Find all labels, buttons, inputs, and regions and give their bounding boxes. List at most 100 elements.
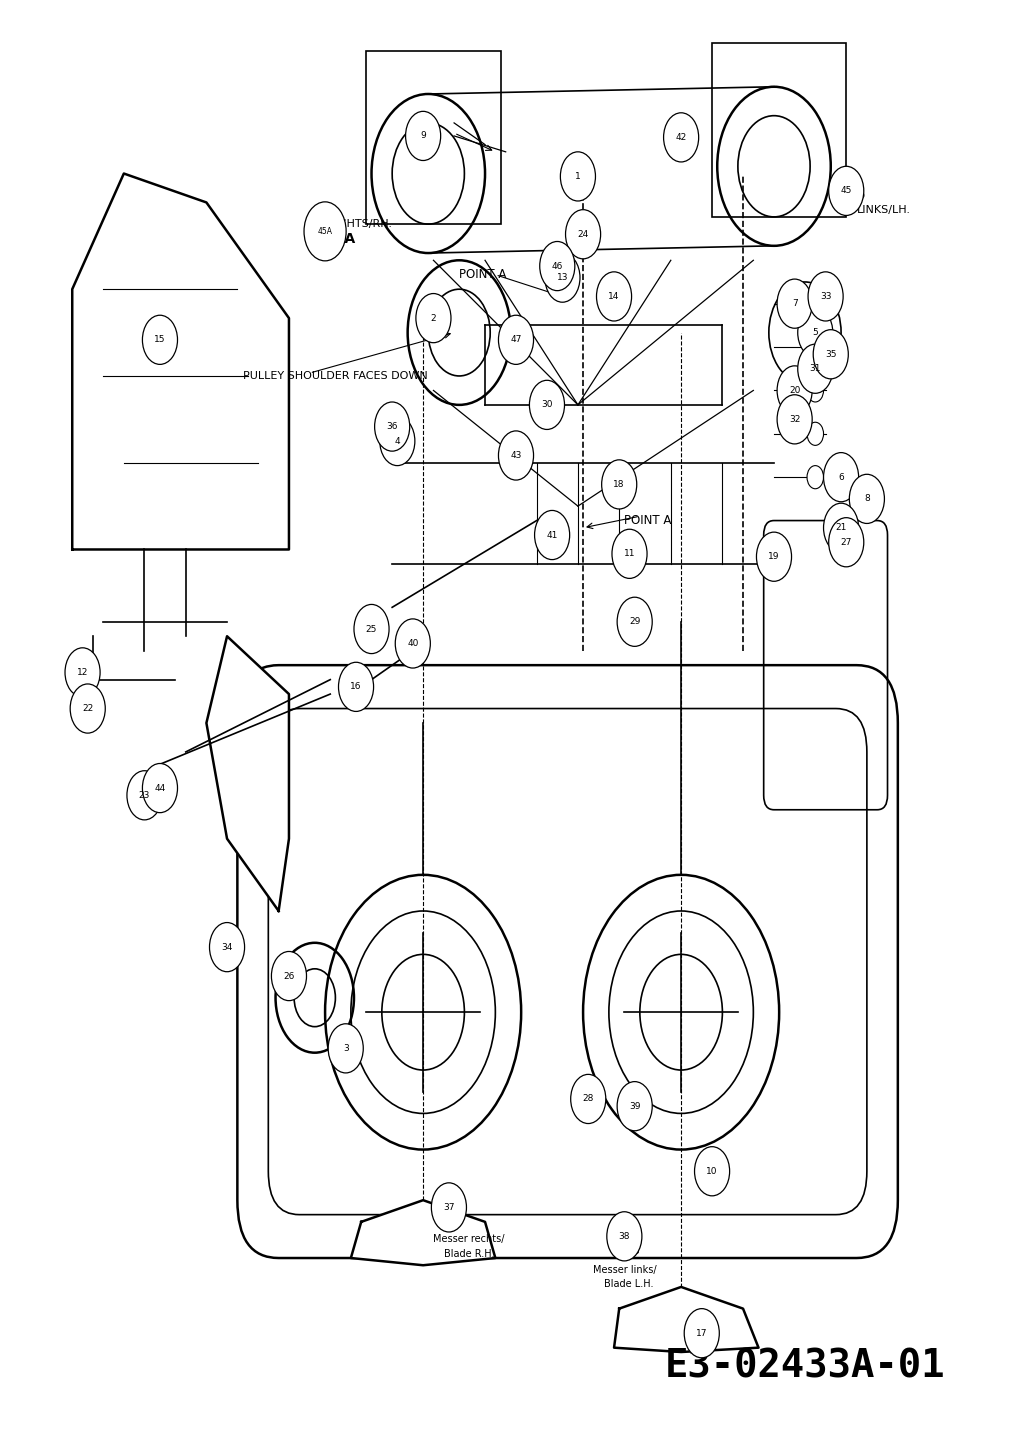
Circle shape [416,294,451,343]
Circle shape [271,951,307,1001]
Text: 37: 37 [443,1203,455,1212]
Text: 46: 46 [551,262,563,270]
Circle shape [617,1082,652,1131]
Text: 4: 4 [394,437,400,445]
Circle shape [142,315,178,364]
Circle shape [808,272,843,321]
Text: 18: 18 [613,480,625,489]
Circle shape [829,518,864,567]
Text: 40: 40 [407,639,419,648]
Text: 45: 45 [846,188,866,202]
Circle shape [209,923,245,972]
Text: 38: 38 [624,1245,640,1257]
Circle shape [695,1147,730,1196]
Circle shape [354,604,389,654]
Text: 6: 6 [838,473,844,482]
Circle shape [535,510,570,560]
Circle shape [807,466,824,489]
Text: 45A: 45A [318,227,332,236]
Text: 22: 22 [83,704,93,713]
Circle shape [431,1183,466,1232]
Circle shape [596,272,632,321]
Text: 17: 17 [696,1329,708,1338]
Text: 31: 31 [809,364,821,373]
Text: 8: 8 [864,495,870,503]
Text: 47: 47 [510,335,522,344]
Circle shape [807,379,824,402]
Text: 32: 32 [788,415,801,424]
Circle shape [602,460,637,509]
Text: 13: 13 [556,273,569,282]
Circle shape [566,210,601,259]
Text: 26: 26 [283,972,295,980]
Circle shape [70,684,105,733]
Circle shape [664,113,699,162]
Circle shape [777,395,812,444]
Circle shape [304,202,346,260]
Text: 23: 23 [138,791,151,800]
Text: 14: 14 [608,292,620,301]
Text: 25: 25 [365,625,378,633]
Text: 19: 19 [768,552,780,561]
Circle shape [777,366,812,415]
Text: Blade L.H.: Blade L.H. [604,1280,653,1288]
Circle shape [127,771,162,820]
Text: 29: 29 [628,617,641,626]
Circle shape [807,292,824,315]
Text: POINT A: POINT A [624,515,672,526]
Circle shape [617,597,652,646]
Text: 20: 20 [788,386,801,395]
Circle shape [607,1212,642,1261]
Text: 42: 42 [676,133,686,142]
Text: Blade R.H.: Blade R.H. [444,1249,494,1258]
Circle shape [375,402,410,451]
Circle shape [560,152,595,201]
Text: RECHTS/RH.: RECHTS/RH. [325,220,393,228]
Circle shape [612,529,647,578]
Polygon shape [206,636,289,911]
Circle shape [540,241,575,291]
Circle shape [807,335,824,359]
Circle shape [65,648,100,697]
Text: 37: 37 [449,1216,464,1228]
Text: 35: 35 [825,350,837,359]
Polygon shape [351,1200,495,1265]
Circle shape [328,1024,363,1073]
Text: 43: 43 [510,451,522,460]
Text: Messer links/: Messer links/ [593,1265,657,1274]
Text: POINT A: POINT A [459,269,507,281]
Text: 7: 7 [792,299,798,308]
Text: Messer rechts/: Messer rechts/ [433,1235,505,1244]
Text: 2: 2 [430,314,437,322]
Text: 12: 12 [76,668,89,677]
Circle shape [498,431,534,480]
Circle shape [142,763,178,813]
Circle shape [798,308,833,357]
Text: PULLEY SHOULDER FACES DOWN: PULLEY SHOULDER FACES DOWN [243,372,427,380]
Circle shape [545,253,580,302]
Circle shape [807,422,824,445]
Text: 9: 9 [420,132,426,140]
Text: 5: 5 [812,328,818,337]
Circle shape [824,503,859,552]
Circle shape [777,279,812,328]
Text: 11: 11 [623,549,636,558]
Text: 39: 39 [628,1102,641,1111]
Circle shape [498,315,534,364]
Text: 33: 33 [819,292,832,301]
Text: 24: 24 [578,230,588,239]
Polygon shape [614,1287,759,1352]
Text: 36: 36 [386,422,398,431]
Text: E3-02433A-01: E3-02433A-01 [665,1348,945,1385]
Text: 28: 28 [582,1095,594,1103]
Text: 27: 27 [840,538,852,547]
Circle shape [338,662,374,711]
Text: 15: 15 [154,335,166,344]
Circle shape [813,330,848,379]
Text: 16: 16 [350,683,362,691]
Circle shape [571,1074,606,1124]
Text: 44: 44 [155,784,165,792]
Circle shape [824,453,859,502]
Circle shape [756,532,792,581]
Circle shape [406,111,441,161]
